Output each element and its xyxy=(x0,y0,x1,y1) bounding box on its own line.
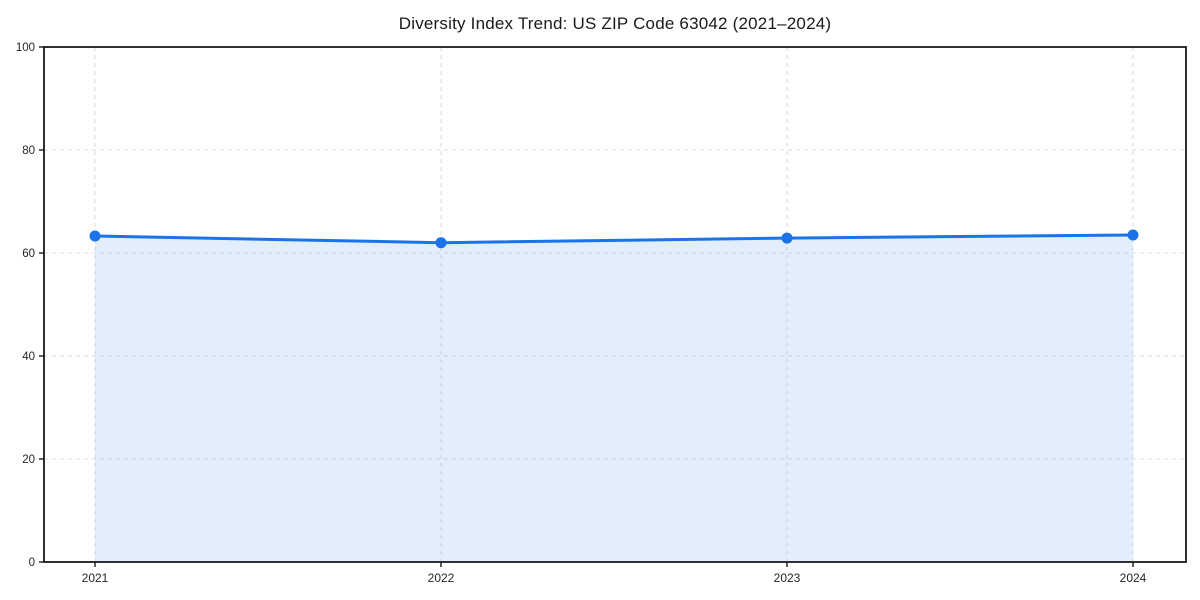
y-tick-label: 40 xyxy=(22,351,35,363)
x-tick-label: 2021 xyxy=(82,571,109,585)
y-tick-label: 100 xyxy=(16,42,35,54)
x-tick-label: 2022 xyxy=(428,571,455,585)
y-tick-label: 20 xyxy=(22,454,35,466)
data-point-2021 xyxy=(89,230,101,242)
plot-border xyxy=(43,46,1187,563)
y-tick-label: 60 xyxy=(22,248,35,260)
x-tick-label: 2024 xyxy=(1120,571,1147,585)
data-point-2022 xyxy=(435,237,447,249)
x-tick-label: 2023 xyxy=(774,571,801,585)
trend-line xyxy=(93,233,1135,245)
data-point-2024 xyxy=(1127,229,1139,241)
area-fill xyxy=(95,234,1133,562)
y-tick-label: 80 xyxy=(22,145,35,157)
y-tick-label: 0 xyxy=(29,557,35,569)
chart-title: Diversity Index Trend: US ZIP Code 63042… xyxy=(398,14,832,33)
data-point-2023 xyxy=(781,232,793,244)
